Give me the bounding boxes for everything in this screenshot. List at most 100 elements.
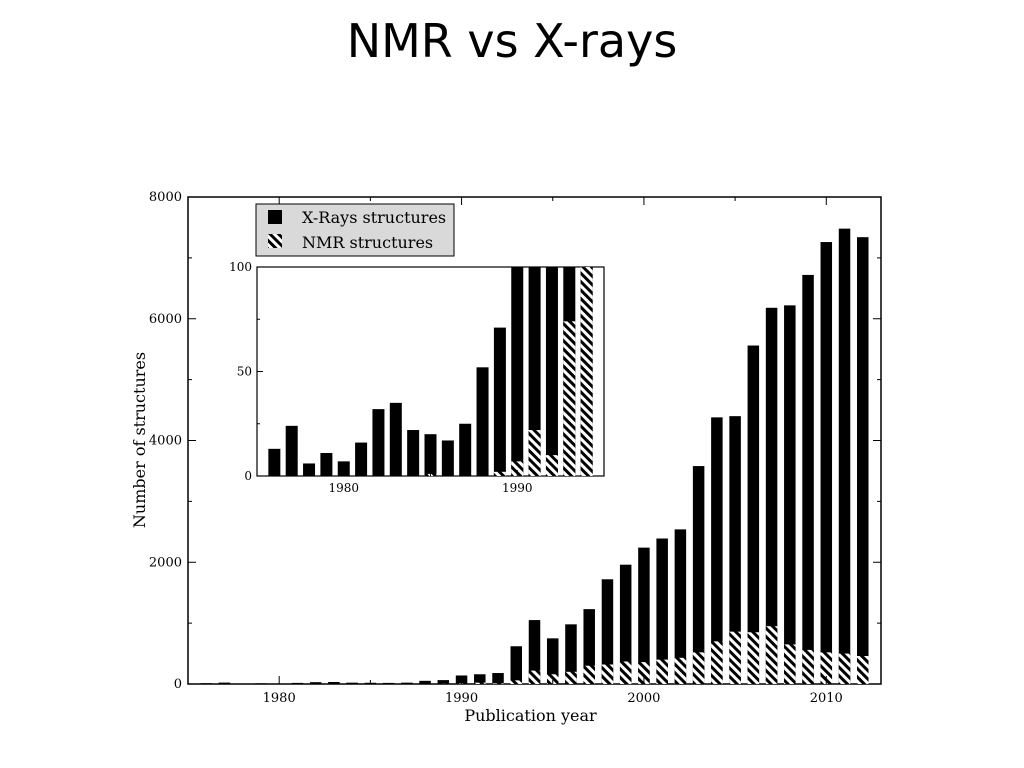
bar-xray: [200, 683, 212, 684]
legend: X-Rays structures NMR structures: [255, 203, 455, 257]
inset-bar-xray: [407, 430, 420, 476]
bar-xray: [802, 274, 814, 684]
bar-xray: [382, 682, 395, 684]
bar-xray: [729, 416, 741, 684]
bar-xray: [437, 680, 450, 684]
bar-xray: [291, 682, 304, 684]
bar-xray: [711, 417, 723, 684]
y-tick-label: 2000: [149, 555, 182, 570]
x-tick-label: 2000: [627, 691, 660, 706]
inset-bar-nmr: [493, 471, 506, 476]
bar-xray: [601, 579, 614, 684]
x-tick-label: 1980: [263, 691, 296, 706]
inset-bar-nmr: [545, 455, 558, 476]
bar-nmr: [546, 674, 559, 684]
bar-nmr: [802, 649, 814, 684]
inset-bar-xray: [337, 461, 350, 476]
y-tick-label: 4000: [149, 434, 182, 449]
inset-bar-nmr: [528, 430, 541, 476]
inset-bar-xray: [285, 425, 298, 476]
y-tick-label: 6000: [149, 312, 182, 327]
inset-x-tick-label: 1980: [328, 481, 359, 495]
inset-y-tick-label: 0: [244, 469, 252, 483]
bar-nmr: [711, 641, 723, 684]
inset-bar-xray: [424, 434, 437, 476]
inset-bar-xray: [268, 448, 281, 476]
bar-nmr: [784, 644, 796, 684]
bar-nmr: [857, 655, 869, 684]
inset-bar-xray: [320, 453, 333, 476]
bar-xray: [765, 307, 778, 684]
legend-swatch-xray: [268, 210, 282, 224]
bar-xray: [218, 682, 231, 684]
bar-nmr: [528, 670, 541, 684]
legend-box: [255, 203, 455, 257]
inset-bar-xray: [493, 327, 506, 476]
bar-xray: [419, 680, 431, 684]
inset-bar-xray: [476, 367, 489, 476]
bar-xray: [510, 646, 523, 684]
bar-xray: [619, 564, 632, 684]
bar-nmr: [765, 626, 778, 684]
bar-xray: [565, 624, 577, 684]
bar-nmr: [565, 671, 577, 684]
bar-nmr: [492, 683, 504, 684]
bar-nmr: [729, 631, 741, 684]
inset-x-tick-label: 1990: [502, 481, 533, 495]
inset-bar-xray: [303, 463, 316, 476]
inset-bar-nmr: [563, 321, 576, 476]
inset-bar-xray: [355, 442, 368, 476]
bar-xray: [857, 237, 869, 685]
bar-xray: [692, 466, 705, 684]
slide-title: NMR vs X-rays: [346, 14, 678, 68]
bar-xray: [255, 683, 267, 684]
legend-label-xray: X-Rays structures: [302, 208, 446, 227]
legend-label-nmr: NMR structures: [302, 233, 433, 252]
bar-nmr: [820, 652, 833, 684]
bar-nmr: [601, 664, 614, 684]
bar-xray: [546, 638, 559, 684]
bar-nmr: [747, 632, 760, 684]
bar-nmr: [583, 665, 595, 684]
bar-xray: [784, 305, 796, 684]
bar-nmr: [656, 659, 668, 684]
bar-nmr: [674, 657, 687, 684]
y-tick-label: 8000: [149, 190, 182, 205]
inset-bar-xray: [372, 409, 385, 476]
bar-xray: [528, 620, 541, 684]
inset-bar-xray: [545, 267, 558, 476]
bar-xray: [583, 609, 595, 684]
bar-nmr: [692, 652, 705, 684]
bar-xray: [674, 529, 687, 684]
legend-swatch-nmr: [268, 234, 282, 248]
bar-xray: [328, 681, 340, 684]
y-tick-label: 0: [174, 677, 182, 692]
bar-xray: [474, 674, 486, 684]
bar-xray: [346, 682, 358, 684]
bar-xray: [820, 242, 833, 685]
bar-xray: [492, 673, 504, 684]
inset-bar-xray: [459, 423, 472, 476]
inset-bar-xray: [511, 267, 524, 476]
inset-bar-xray: [389, 402, 402, 476]
bar-xray: [747, 345, 760, 684]
bar-xray: [838, 228, 851, 684]
bar-xray: [309, 682, 322, 684]
x-tick-label: 1990: [445, 691, 478, 706]
bar-xray: [656, 538, 668, 684]
inset-bar-xray: [528, 267, 541, 476]
inset-bar-xray: [441, 440, 454, 476]
bar-nmr: [510, 680, 523, 684]
inset-bar-nmr: [511, 461, 524, 476]
inset-y-tick-label: 50: [237, 365, 252, 379]
y-axis-title: Number of structures: [130, 352, 149, 528]
inset-y-tick-label: 100: [229, 260, 252, 274]
inset-bar-nmr: [580, 267, 593, 476]
bar-xray: [638, 547, 650, 684]
bar-nmr: [638, 662, 650, 684]
bar-nmr: [474, 682, 486, 684]
inset-plot: 0 50 100 1980 1990: [229, 260, 605, 495]
x-tick-label: 2010: [810, 691, 843, 706]
bar-xray: [401, 682, 413, 684]
